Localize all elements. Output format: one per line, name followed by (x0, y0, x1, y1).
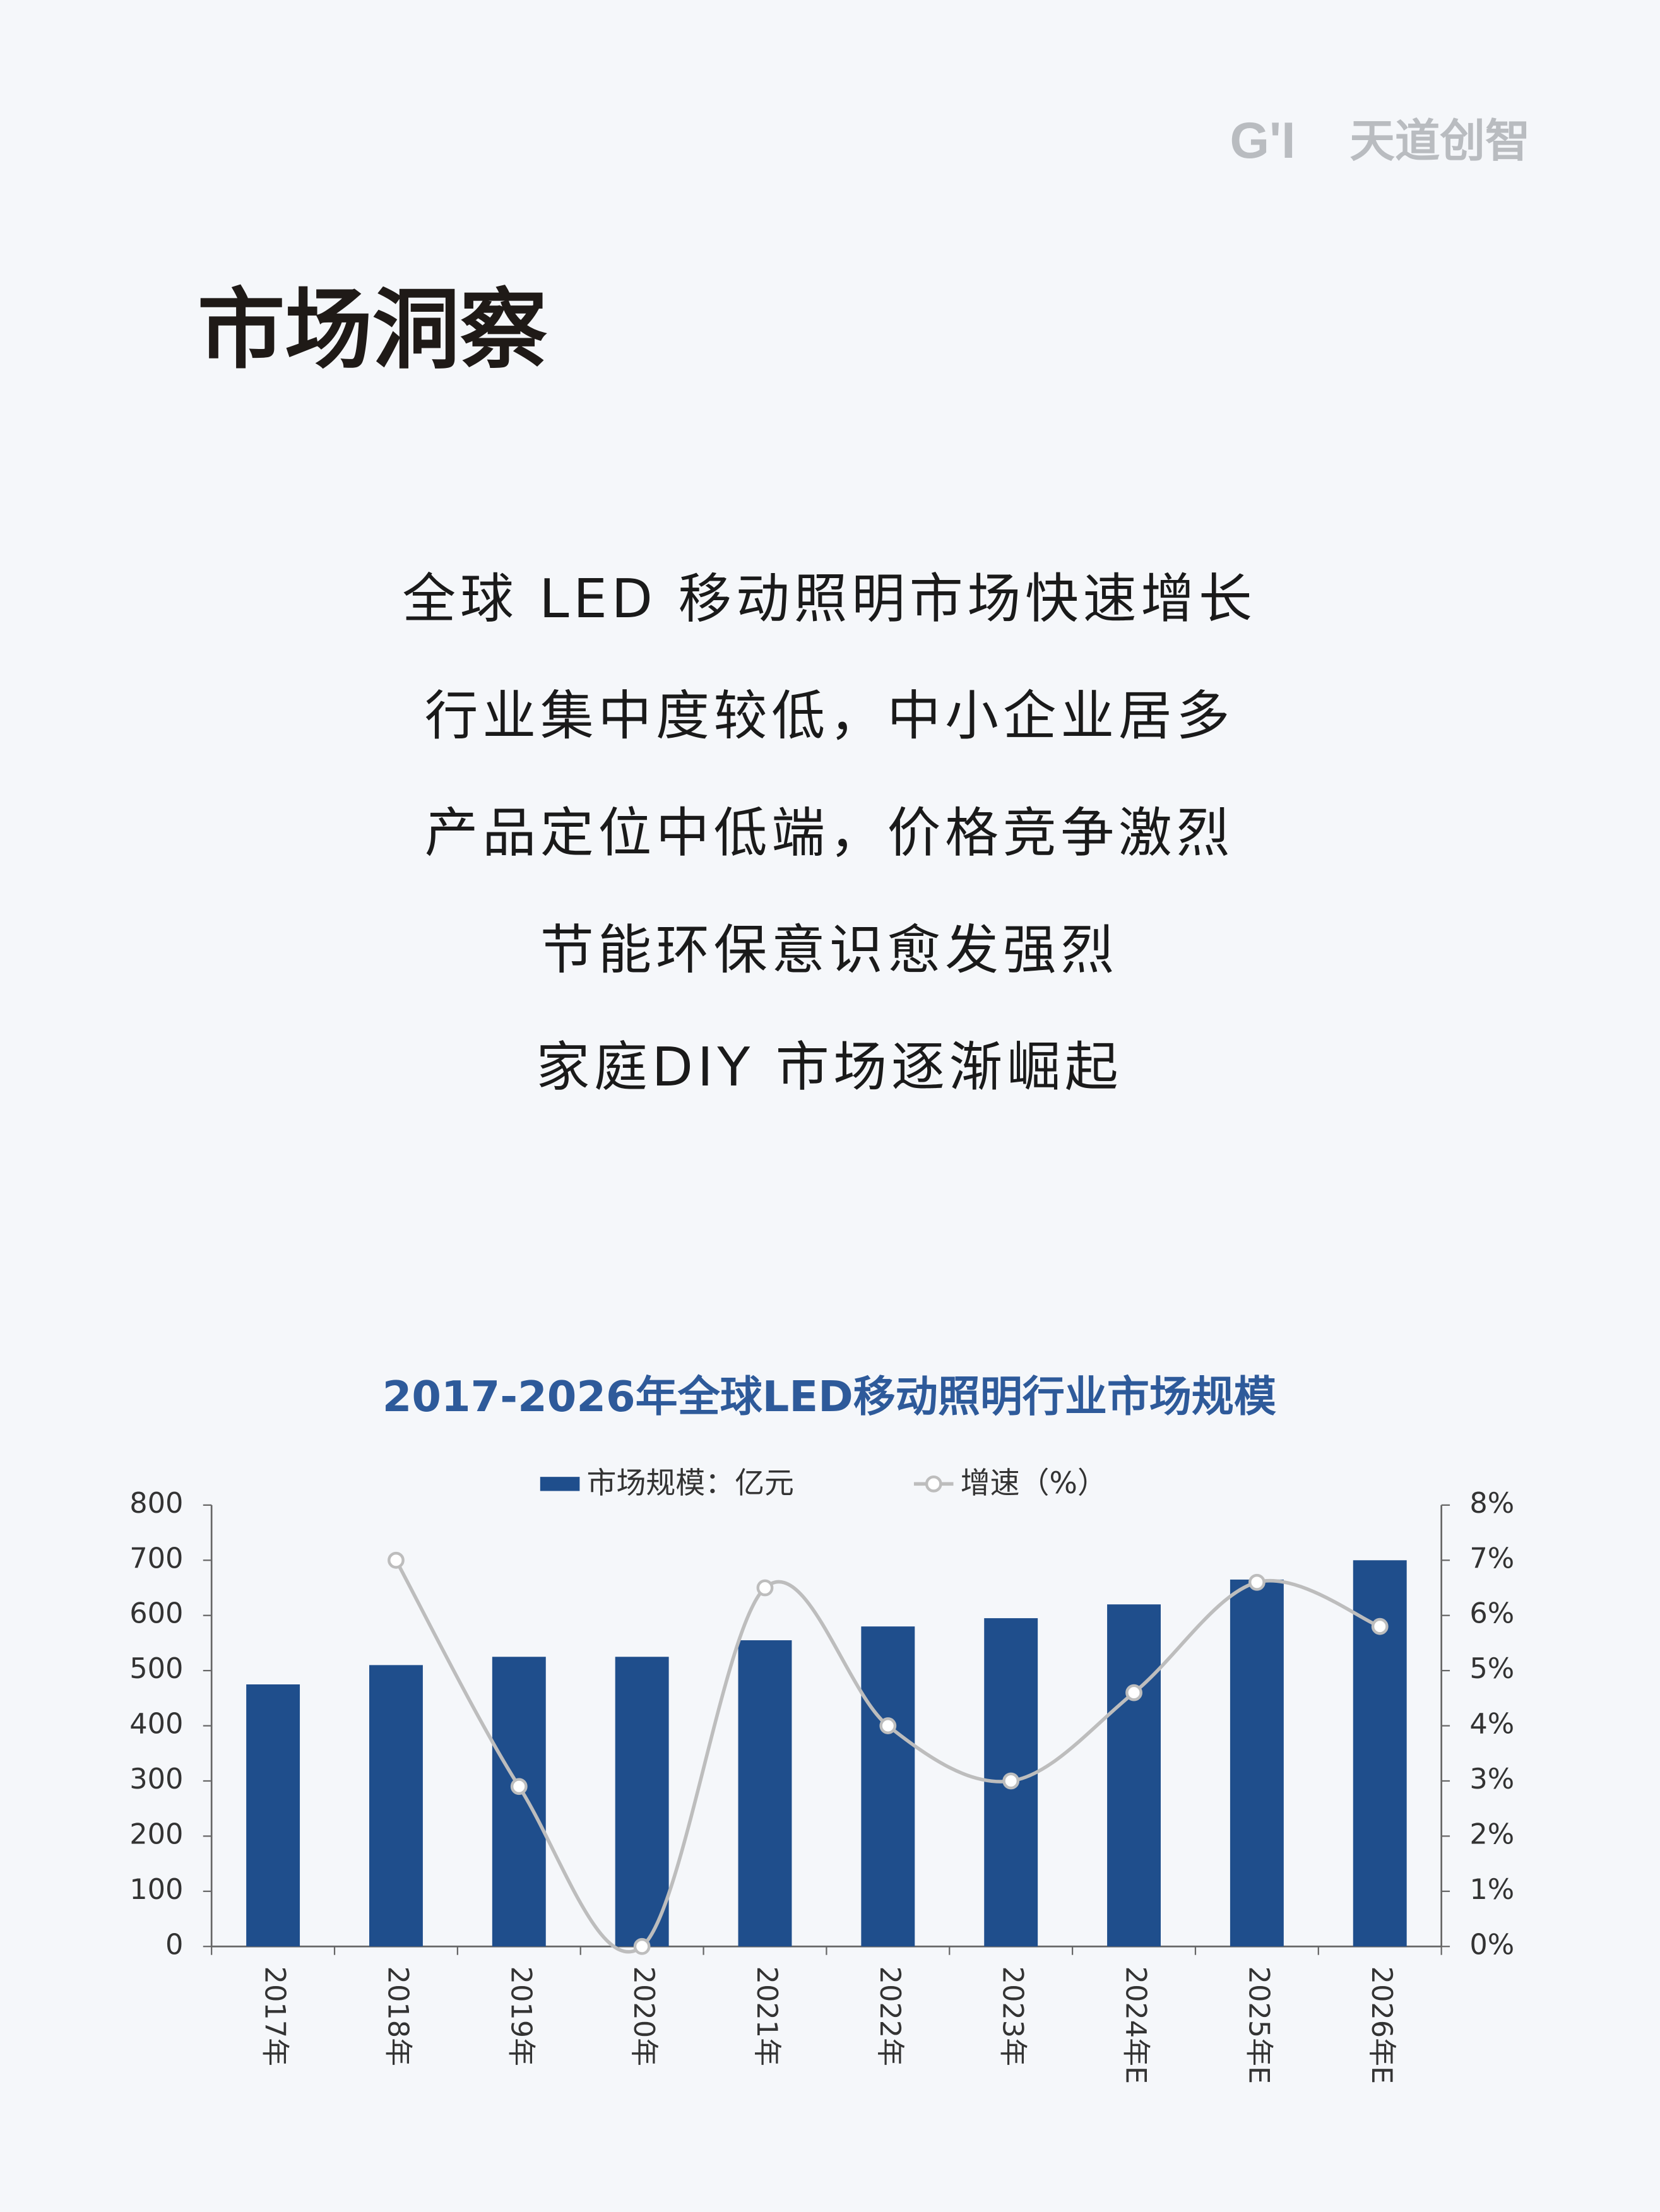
growth-point (388, 1551, 405, 1569)
x-tick-label: 2023年 (997, 1967, 1029, 2066)
y-tick-label: 100 (129, 1873, 183, 1906)
y2-tick-label: 8% (1469, 1487, 1514, 1520)
growth-point (1002, 1772, 1020, 1790)
y-tick-label: 300 (129, 1763, 183, 1795)
y-tick-label: 600 (129, 1597, 183, 1630)
bar (246, 1684, 300, 1947)
growth-point (879, 1717, 897, 1734)
y2-tick-label: 5% (1469, 1652, 1514, 1685)
bar (738, 1640, 792, 1947)
legend-label: 增速（%） (961, 1466, 1107, 1501)
x-tick-label: 2025年E (1242, 1967, 1275, 2085)
x-tick-label: 2026年E (1365, 1967, 1398, 2085)
x-tick-label: 2022年 (874, 1967, 906, 2066)
bullet-point: 产品定位中低端，价格竞争激烈 (425, 802, 1235, 865)
x-tick-label: 2024年E (1120, 1967, 1153, 2085)
growth-line (394, 1559, 1381, 1954)
brand: 天道创智 (1349, 115, 1530, 167)
page-title: 市场洞察 (198, 279, 548, 381)
growth-point (756, 1579, 774, 1597)
legend-label: 市场规模：亿元 (587, 1466, 794, 1501)
x-tick-label: 2020年 (627, 1967, 660, 2066)
y-tick-label: 500 (129, 1652, 183, 1685)
y2-tick-label: 7% (1469, 1542, 1514, 1575)
logo-mark: G'I (1230, 112, 1295, 169)
growth-point (1248, 1573, 1266, 1591)
bar (1107, 1604, 1161, 1947)
bar (369, 1665, 423, 1947)
y2-tick-label: 6% (1469, 1597, 1514, 1630)
bullet-point: 行业集中度较低，中小企业居多 (425, 685, 1235, 748)
chart-title: 2017-2026年全球LED移动照明行业市场规模 (382, 1372, 1276, 1421)
bullet-point: 全球 LED 移动照明市场快速增长 (402, 568, 1256, 630)
bullet-point: 节能环保意识愈发强烈 (540, 920, 1118, 982)
growth-point (1371, 1618, 1389, 1635)
legend-swatch (540, 1477, 580, 1491)
y2-tick-label: 3% (1469, 1763, 1514, 1795)
bar (615, 1657, 669, 1947)
y-tick-label: 700 (129, 1542, 183, 1575)
y-tick-label: 200 (129, 1818, 183, 1850)
y2-tick-label: 2% (1469, 1818, 1514, 1850)
bar (861, 1626, 915, 1947)
bullet-point: 家庭DIY 市场逐渐崛起 (536, 1036, 1122, 1099)
y-tick-label: 800 (129, 1487, 183, 1520)
bar (492, 1657, 546, 1947)
growth-point (633, 1937, 651, 1955)
bar (1230, 1579, 1284, 1947)
legend-swatch (925, 1475, 942, 1493)
x-tick-label: 2017年 (259, 1967, 292, 2066)
y2-tick-label: 0% (1469, 1928, 1514, 1961)
x-tick-label: 2018年 (381, 1967, 414, 2066)
y2-tick-label: 1% (1469, 1873, 1514, 1906)
x-tick-label: 2021年 (750, 1967, 783, 2066)
growth-point (1125, 1684, 1142, 1701)
y-tick-label: 0 (165, 1928, 183, 1961)
y2-tick-label: 4% (1469, 1708, 1514, 1741)
growth-point (510, 1778, 528, 1795)
x-tick-label: 2019年 (504, 1967, 537, 2066)
y-tick-label: 400 (129, 1708, 183, 1741)
